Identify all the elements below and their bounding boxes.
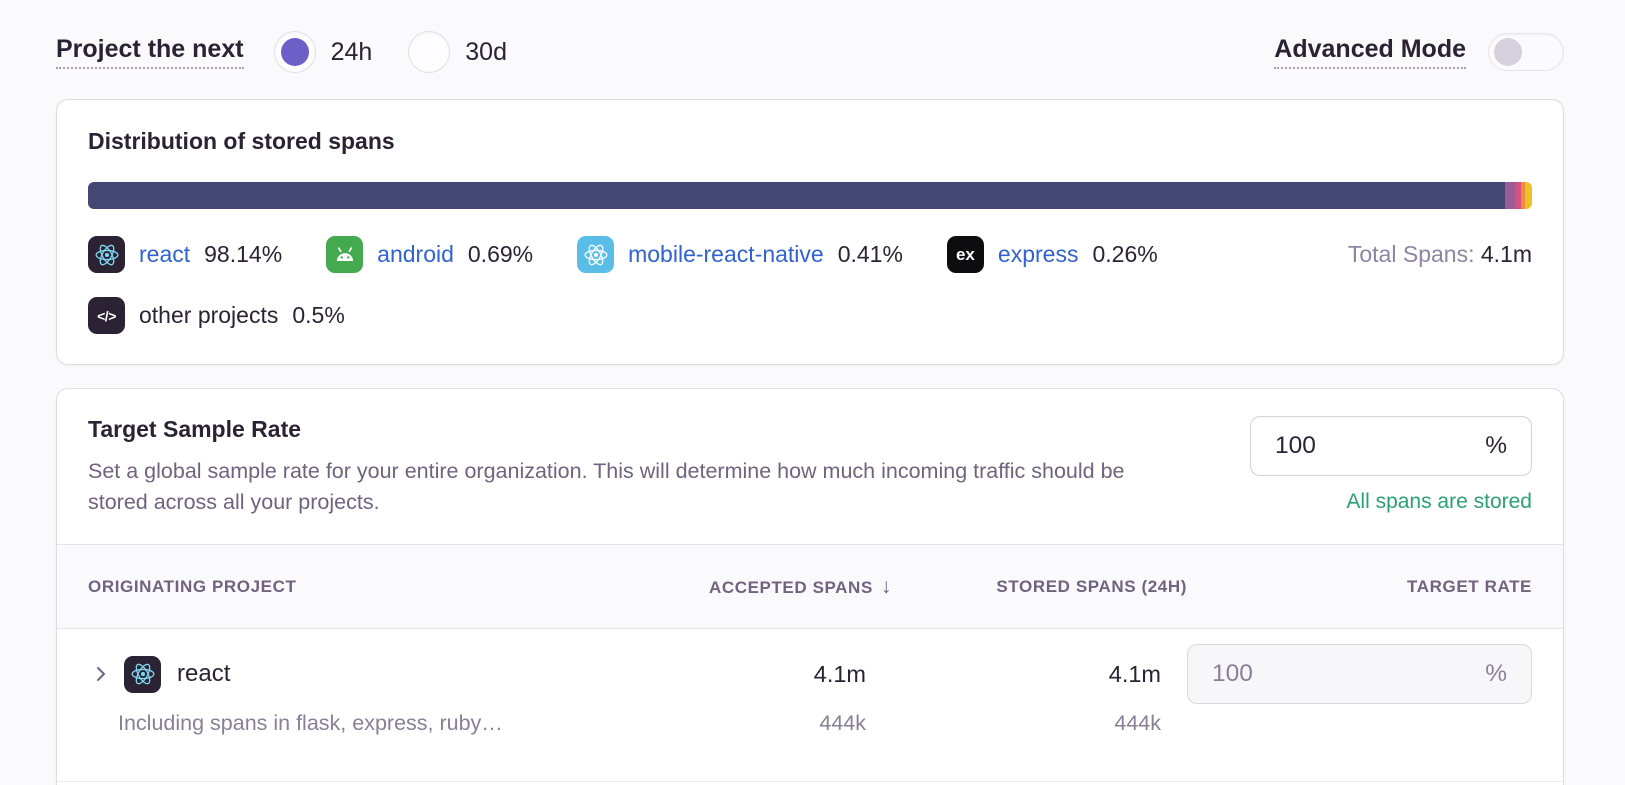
global-rate-input-box: % [1250, 416, 1532, 476]
advanced-mode-toggle[interactable] [1488, 33, 1564, 71]
legend-item-react: react 98.14% [88, 236, 282, 273]
header-target-rate: TARGET RATE [1407, 576, 1532, 596]
distribution-bar [88, 182, 1532, 209]
total-spans-label: Total Spans: [1347, 241, 1475, 267]
header-accepted-spans-label: ACCEPTED SPANS [708, 577, 873, 597]
legend-percent: 0.26% [1092, 241, 1158, 267]
percent-suffix: % [1485, 432, 1507, 459]
row-rate-input[interactable] [1212, 660, 1332, 689]
sample-rate-header: Target Sample Rate Set a global sample r… [57, 389, 1563, 544]
project-the-next-label: Project the next [56, 35, 244, 69]
legend-item-other-projects: </> other projects 0.5% [88, 297, 1532, 334]
legend-project-link[interactable]: android [377, 241, 454, 267]
legend-other-projects-label: other projects [139, 302, 279, 328]
distribution-legend: react 98.14% android 0.69% [88, 236, 1532, 334]
total-spans: Total Spans: 4.1m [1348, 241, 1532, 268]
react-icon [124, 655, 161, 693]
total-spans-value: 4.1m [1480, 241, 1532, 267]
header-originating-project: ORIGINATING PROJECT [88, 576, 297, 596]
legend-project-link[interactable]: mobile-react-native [628, 241, 824, 267]
radio-24h-label[interactable]: 24h [330, 37, 373, 66]
sample-rate-input-block: % All spans are stored [1250, 416, 1532, 518]
legend-item-android: android 0.69% [326, 236, 533, 273]
code-icon: </> [88, 297, 125, 334]
distribution-title: Distribution of stored spans [88, 128, 395, 154]
react-native-icon [577, 236, 615, 273]
express-icon: ex [946, 236, 984, 273]
advanced-mode-control: Advanced Mode [1274, 33, 1564, 71]
legend-percent: 0.41% [837, 241, 903, 267]
legend-percent: 0.69% [467, 241, 534, 267]
sample-rate-status: All spans are stored [1346, 490, 1532, 513]
table-subrow: Including spans in flask, express, ruby…… [57, 705, 1563, 753]
accepted-spans-value: 4.1m [813, 660, 866, 687]
expand-chevron-icon[interactable] [88, 661, 114, 687]
legend-item-express: ex express 0.26% [946, 236, 1158, 273]
legend-item-mobile-react-native: mobile-react-native 0.41% [577, 236, 903, 273]
projection-period-control: Project the next 24h 30d [56, 31, 543, 73]
advanced-mode-label: Advanced Mode [1274, 35, 1466, 69]
subrow-stored-value: 444k [1114, 711, 1161, 736]
row-rate-input-box: % [1187, 644, 1532, 705]
toggle-knob [1494, 38, 1522, 66]
global-rate-input[interactable] [1275, 432, 1415, 460]
react-icon [88, 236, 125, 273]
row-divider [57, 781, 1563, 783]
table-header-row: ORIGINATING PROJECT ACCEPTED SPANS ↓ STOR… [57, 544, 1563, 630]
table-row: react 4.1m 4.1m % [57, 629, 1563, 705]
radio-24h-dot [280, 38, 309, 66]
sample-rate-title: Target Sample Rate [88, 416, 302, 442]
radio-30d-label[interactable]: 30d [465, 37, 507, 66]
bar-segment-express [1521, 182, 1525, 209]
subrow-description: Including spans in flask, express, ruby… [118, 711, 503, 736]
radio-24h[interactable] [273, 31, 316, 73]
period-radio-group: 24h 30d [273, 31, 543, 73]
legend-project-link[interactable]: react [139, 241, 191, 267]
target-sample-rate-card: Target Sample Rate Set a global sample r… [56, 388, 1564, 785]
bar-segment-mobile-react-native [1515, 182, 1521, 209]
legend-percent: 98.14% [204, 241, 283, 267]
top-control-bar: Project the next 24h 30d Advanced Mode [56, 28, 1564, 76]
legend-percent: 0.5% [292, 302, 345, 328]
stored-spans-value: 4.1m [1108, 660, 1161, 687]
bar-segment-other-projects [1524, 182, 1532, 209]
sample-rate-text-block: Target Sample Rate Set a global sample r… [88, 416, 1183, 518]
header-accepted-spans[interactable]: ACCEPTED SPANS ↓ [562, 575, 892, 599]
project-name: react [177, 660, 231, 688]
legend-project-link[interactable]: express [997, 241, 1079, 267]
distribution-card: Distribution of stored spans react 98.14 [56, 99, 1564, 365]
bar-segment-android [1505, 182, 1516, 209]
radio-30d[interactable] [408, 31, 451, 73]
radio-30d-dot [415, 38, 443, 66]
android-icon [326, 236, 364, 273]
bar-segment-react [88, 182, 1506, 209]
sample-rate-description: Set a global sample rate for your entire… [88, 459, 1125, 515]
subrow-accepted-value: 444k [819, 711, 866, 736]
percent-suffix: % [1485, 660, 1507, 688]
project-cell: react [88, 655, 562, 693]
sort-descending-icon: ↓ [880, 574, 892, 598]
header-stored-spans[interactable]: STORED SPANS (24H) [996, 576, 1187, 596]
